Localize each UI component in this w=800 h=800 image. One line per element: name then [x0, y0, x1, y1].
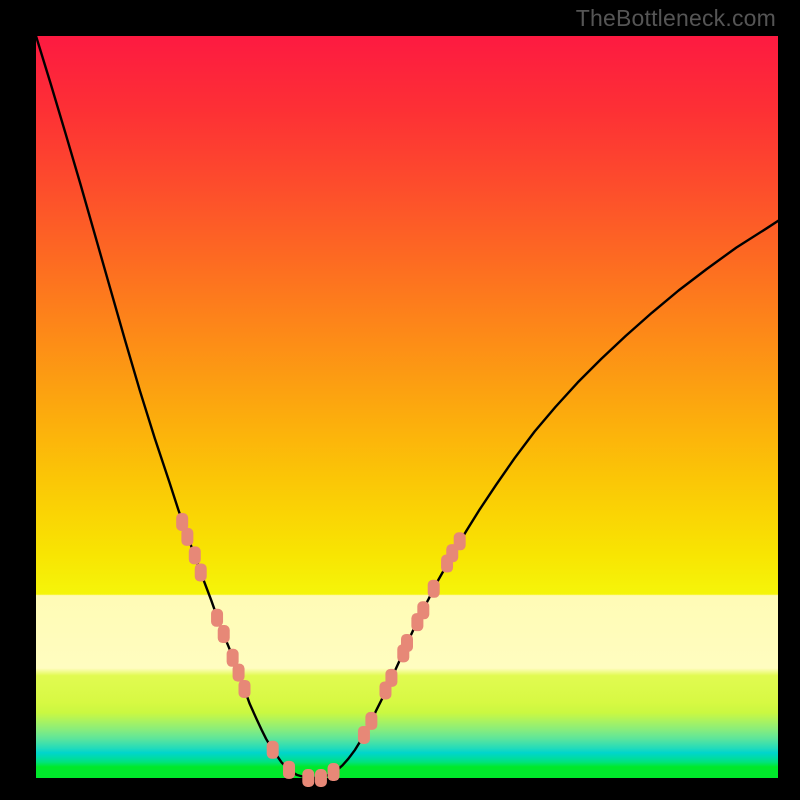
- curve-marker: [195, 563, 207, 581]
- curve-marker: [211, 609, 223, 627]
- plot-area: [36, 36, 778, 778]
- curve-marker: [401, 634, 413, 652]
- curve-marker: [233, 664, 245, 682]
- curve-markers: [176, 513, 466, 787]
- curve-marker: [385, 669, 397, 687]
- curve-marker: [365, 712, 377, 730]
- curve-marker: [417, 601, 429, 619]
- curve-marker: [189, 546, 201, 564]
- curve-marker: [181, 528, 193, 546]
- curve-marker: [454, 532, 466, 550]
- curve-marker: [267, 741, 279, 759]
- curve-marker: [328, 763, 340, 781]
- watermark-label: TheBottleneck.com: [576, 5, 776, 32]
- curve-marker: [315, 769, 327, 787]
- bottleneck-curve: [36, 36, 782, 778]
- curve-marker: [283, 761, 295, 779]
- chart-stage: TheBottleneck.com: [0, 0, 800, 800]
- curve-marker: [428, 580, 440, 598]
- curve-marker: [239, 680, 251, 698]
- curve-marker: [302, 769, 314, 787]
- curve-marker: [218, 625, 230, 643]
- chart-overlay: [36, 36, 778, 778]
